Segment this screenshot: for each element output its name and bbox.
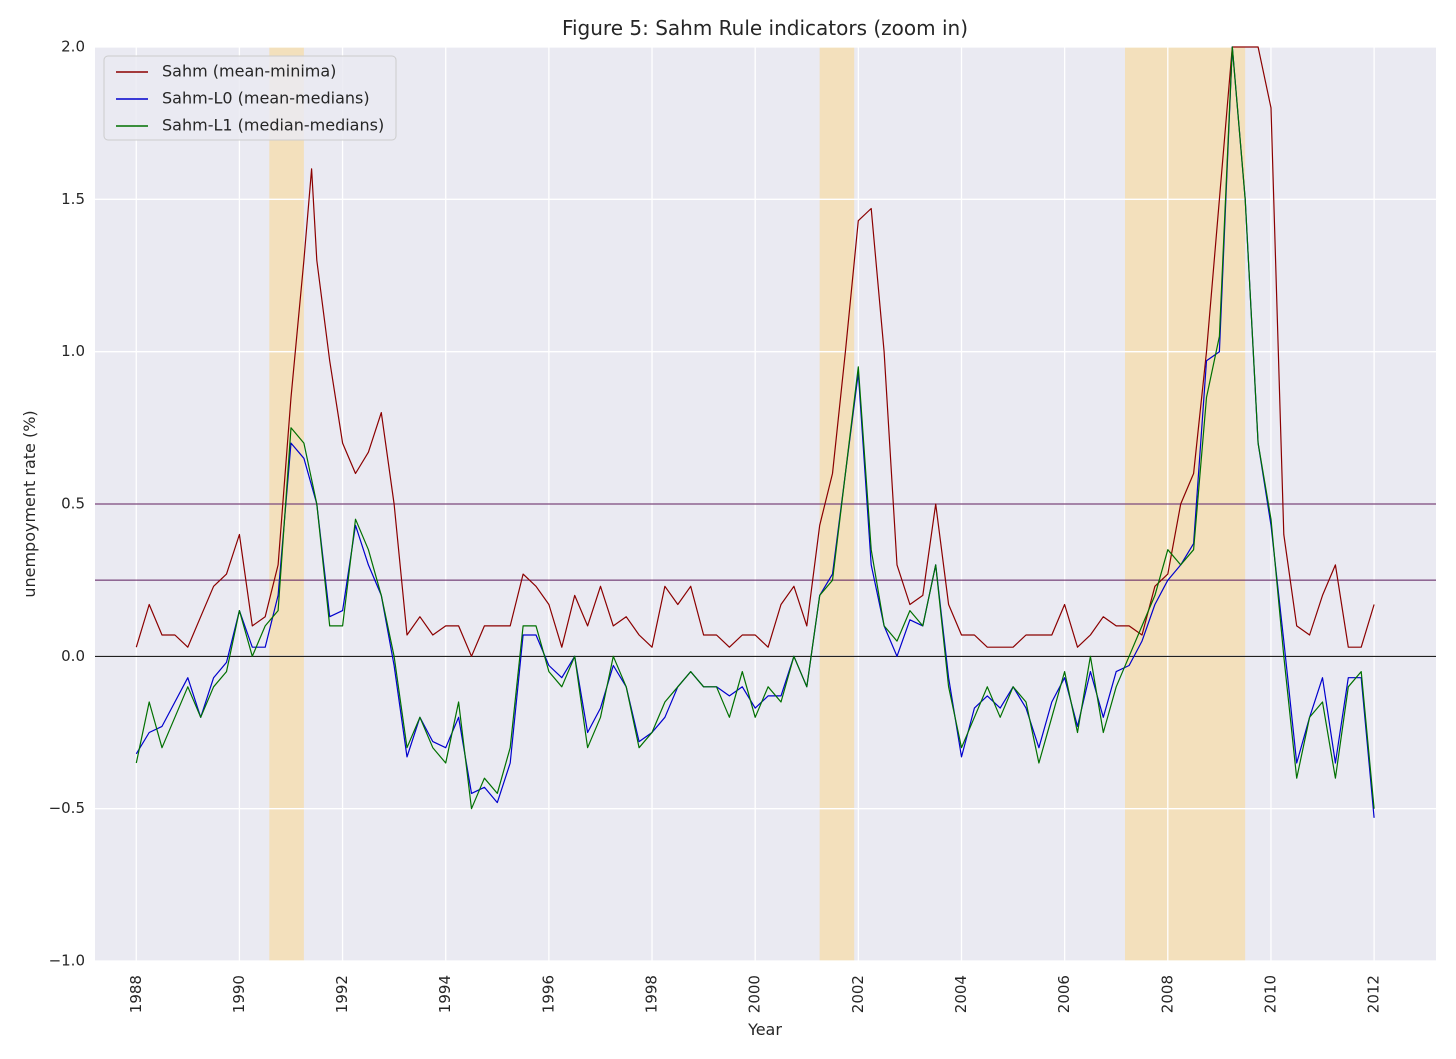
legend-frame bbox=[103, 55, 397, 141]
x-tick-label: 2006 bbox=[1055, 975, 1073, 1013]
x-tick-label: 2002 bbox=[849, 975, 867, 1013]
x-axis-label: Year bbox=[747, 1020, 782, 1039]
x-tick-label: 1996 bbox=[539, 975, 557, 1013]
y-axis-ticks: −1.0 −0.5 0.0 0.5 1.0 1.5 2.0 bbox=[49, 38, 85, 970]
y-tick-label: −1.0 bbox=[49, 952, 85, 970]
y-tick-label: 1.5 bbox=[61, 190, 85, 208]
y-tick-label: 2.0 bbox=[61, 38, 85, 56]
x-tick-label: 1992 bbox=[333, 975, 351, 1013]
legend-label: Sahm (mean-minima) bbox=[162, 62, 336, 81]
x-tick-label: 2008 bbox=[1158, 975, 1176, 1013]
x-tick-label: 2012 bbox=[1365, 975, 1383, 1013]
x-tick-label: 1988 bbox=[127, 975, 145, 1013]
series-line-3 bbox=[135, 46, 1375, 810]
threshold-lines bbox=[95, 503, 1436, 657]
series-line-1 bbox=[135, 46, 1375, 657]
series-lines bbox=[135, 46, 1375, 818]
series-line-2 bbox=[135, 46, 1375, 818]
y-tick-label: 0.5 bbox=[61, 495, 85, 513]
x-tick-label: 2000 bbox=[746, 975, 764, 1013]
x-tick-label: 1994 bbox=[436, 975, 454, 1013]
x-tick-label: 2010 bbox=[1261, 975, 1279, 1013]
chart-title: Figure 5: Sahm Rule indicators (zoom in) bbox=[562, 16, 968, 40]
y-tick-label: 1.0 bbox=[61, 342, 85, 360]
legend-label: Sahm-L1 (median-medians) bbox=[162, 116, 384, 135]
legend: Sahm (mean-minima) Sahm-L0 (mean-medians)… bbox=[103, 55, 397, 141]
x-tick-label: 2004 bbox=[952, 975, 970, 1013]
x-axis-ticks: 1988 1990 1992 1994 1996 1998 2000 2002 2004 2006… bbox=[127, 975, 1383, 1013]
x-tick-label: 1998 bbox=[643, 975, 661, 1013]
y-tick-label: 0.0 bbox=[61, 647, 85, 665]
legend-label: Sahm-L0 (mean-medians) bbox=[162, 89, 370, 108]
x-tick-label: 1990 bbox=[230, 975, 248, 1013]
y-axis-label: unempoyment rate (%) bbox=[20, 410, 39, 597]
y-tick-label: −0.5 bbox=[49, 799, 85, 817]
